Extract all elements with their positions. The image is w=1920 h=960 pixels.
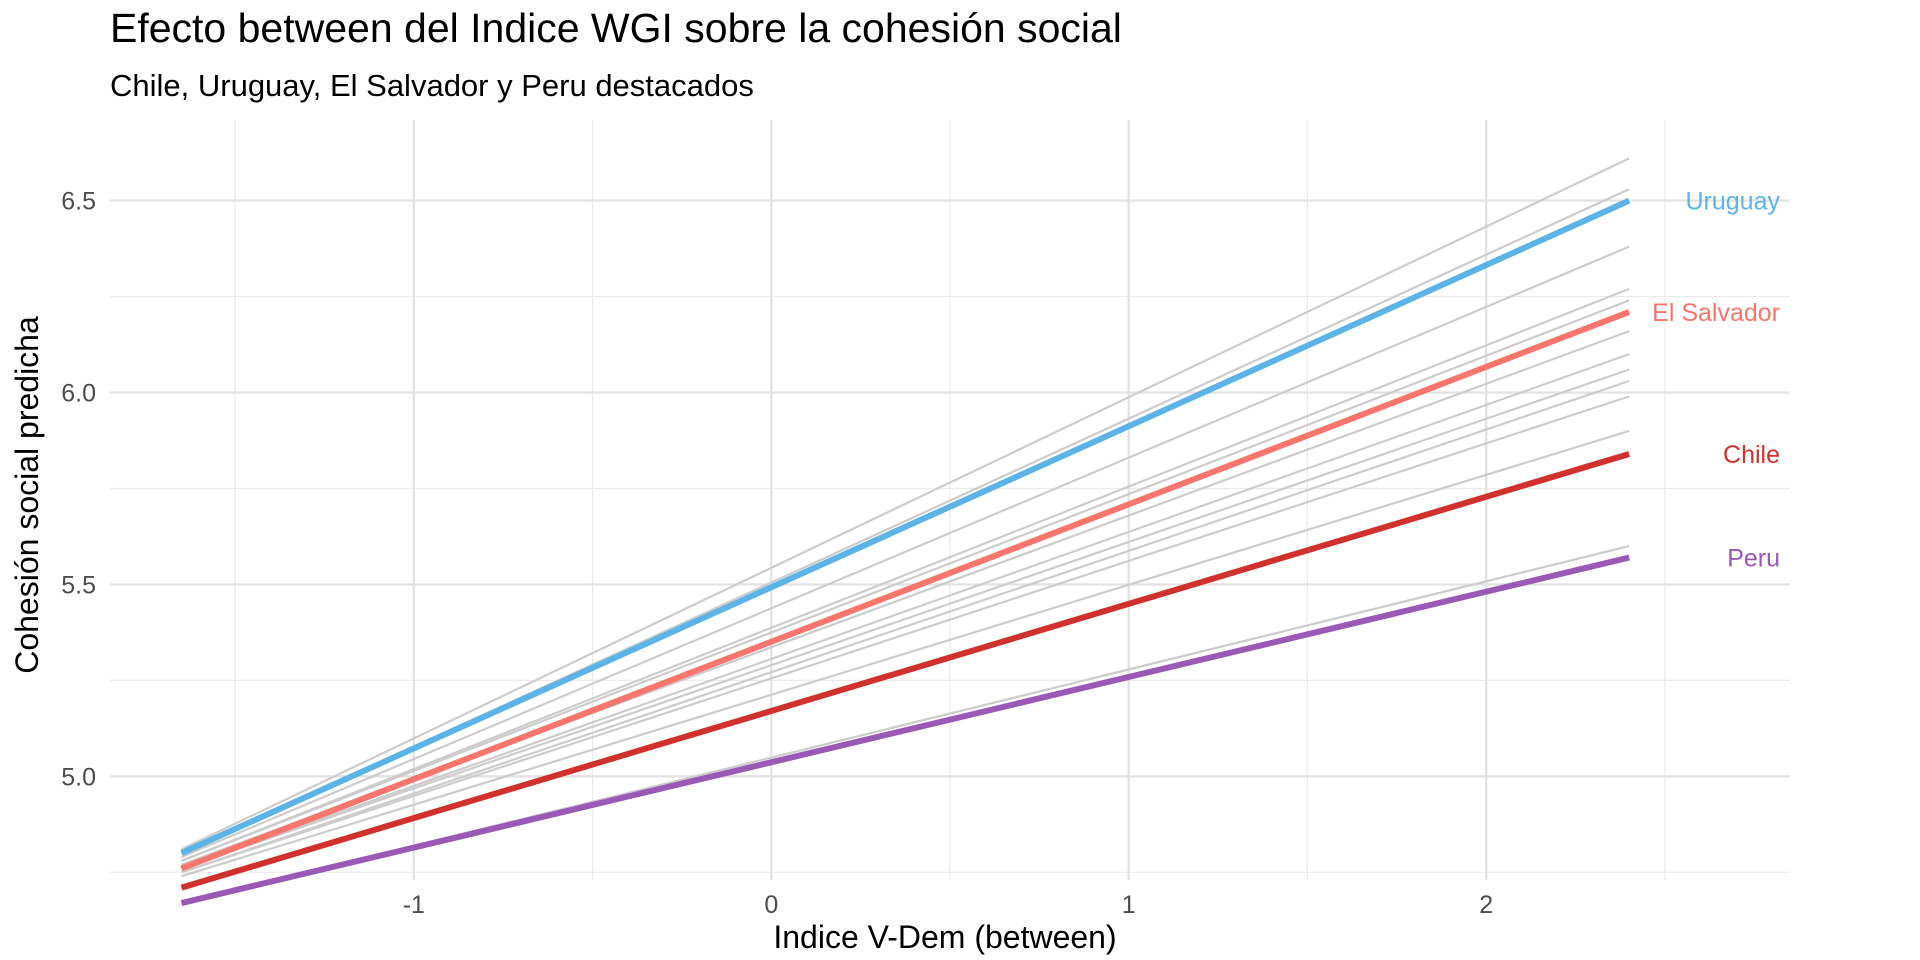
background-country-line [181, 245, 1630, 858]
background-lines [181, 157, 1630, 905]
y-tick-label: 6.0 [61, 380, 96, 408]
y-tick-label: 5.0 [61, 763, 96, 791]
background-country-line [181, 353, 1630, 870]
grid-layer [110, 120, 1790, 880]
x-tick-label: 1 [1122, 891, 1136, 919]
y-tick-label: 5.5 [61, 571, 96, 599]
chart-title: Efecto between del Indice WGI sobre la c… [110, 5, 1122, 51]
x-tick-label: -1 [403, 891, 425, 919]
series-label-el-salvador: El Salvador [1652, 299, 1780, 327]
x-tick-label: 0 [764, 891, 778, 919]
series-line-chile [180, 451, 1631, 891]
series-label-chile: Chile [1723, 441, 1780, 469]
series-line-uruguay [180, 197, 1631, 856]
background-country-line [181, 287, 1630, 862]
background-country-line [181, 299, 1630, 862]
series-label-peru: Peru [1727, 545, 1780, 573]
background-country-line [181, 429, 1630, 878]
y-axis-label: Cohesión social predicha [9, 316, 45, 674]
series-line-peru [180, 554, 1630, 906]
chart-subtitle: Chile, Uruguay, El Salvador y Peru desta… [110, 68, 754, 103]
background-country-line [181, 395, 1630, 874]
series-line-el-salvador [180, 309, 1631, 872]
background-country-line [181, 157, 1630, 851]
x-axis-label: Indice V-Dem (between) [773, 919, 1116, 955]
x-tick-label: 2 [1479, 891, 1493, 919]
series-label-uruguay: Uruguay [1686, 188, 1781, 216]
background-country-line [181, 379, 1630, 874]
tick-labels: -1 0 1 2 5.0 5.5 6.0 6.5 [61, 188, 1493, 919]
background-country-line [181, 368, 1630, 870]
highlighted-lines [180, 197, 1631, 906]
y-tick-label: 6.5 [61, 188, 96, 216]
series-labels: Uruguay El Salvador Chile Peru [1652, 188, 1780, 573]
